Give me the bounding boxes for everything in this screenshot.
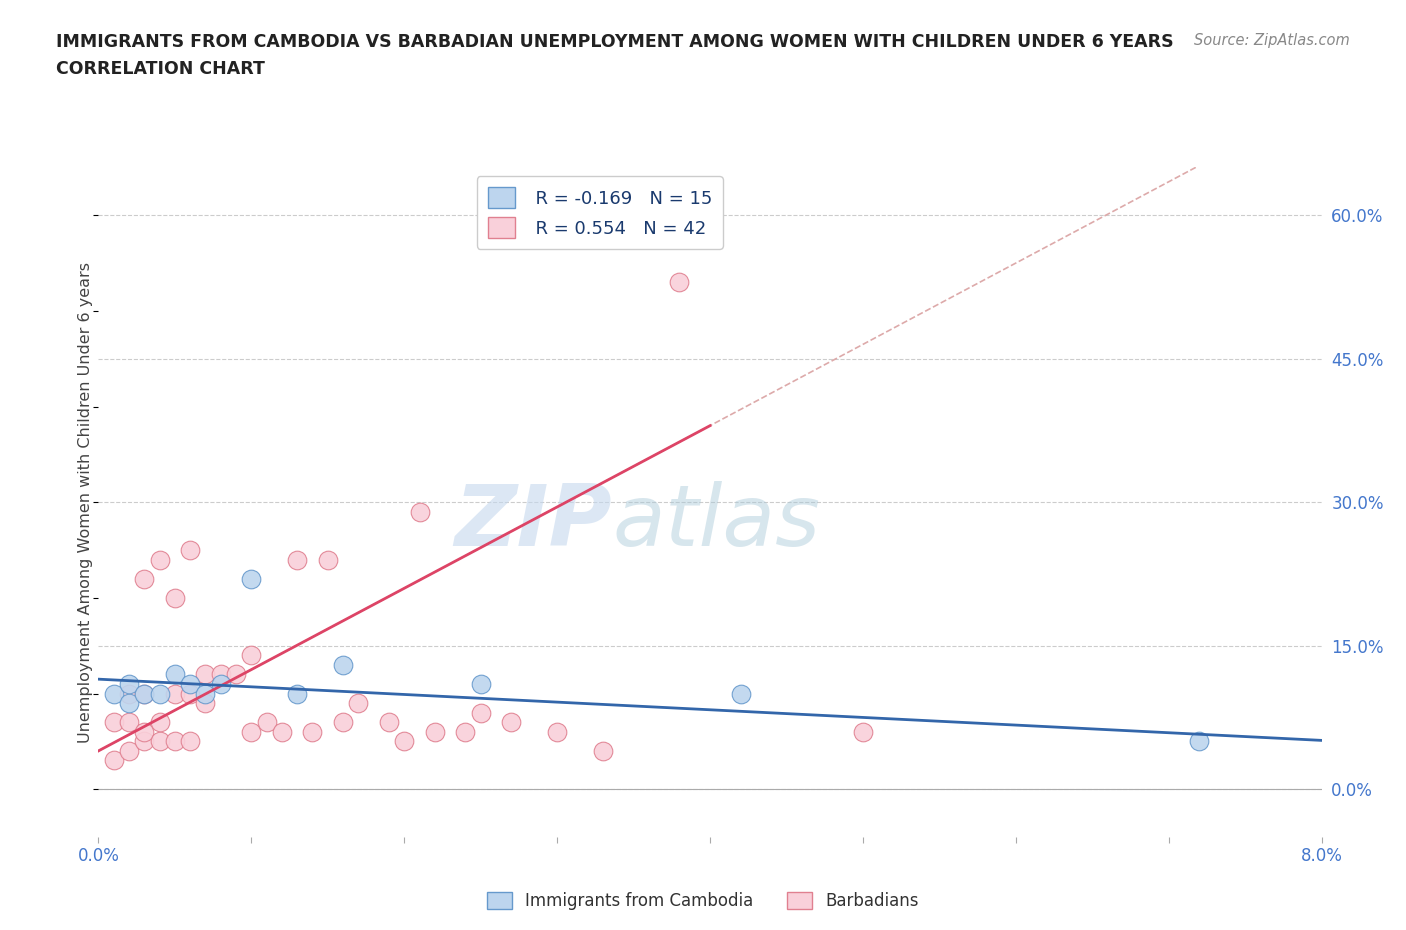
- Point: [316, 552, 339, 567]
- Point: [454, 724, 477, 739]
- Point: [470, 676, 492, 691]
- Point: [392, 734, 416, 749]
- Point: [194, 686, 217, 701]
- Point: [134, 734, 156, 749]
- Point: [134, 686, 156, 701]
- Point: [470, 705, 492, 720]
- Y-axis label: Unemployment Among Women with Children Under 6 years: Unemployment Among Women with Children U…: [77, 261, 93, 743]
- Point: [592, 743, 614, 758]
- Point: [408, 504, 430, 519]
- Point: [194, 667, 217, 682]
- Text: Source: ZipAtlas.com: Source: ZipAtlas.com: [1194, 33, 1350, 47]
- Point: [118, 686, 141, 701]
- Point: [163, 734, 186, 749]
- Legend: Immigrants from Cambodia, Barbadians: Immigrants from Cambodia, Barbadians: [481, 885, 925, 917]
- Text: ZIP: ZIP: [454, 481, 612, 564]
- Point: [118, 743, 141, 758]
- Point: [134, 724, 156, 739]
- Point: [163, 591, 186, 605]
- Point: [240, 571, 263, 586]
- Point: [179, 676, 201, 691]
- Point: [209, 667, 232, 682]
- Point: [225, 667, 247, 682]
- Point: [149, 686, 172, 701]
- Point: [546, 724, 568, 739]
- Point: [852, 724, 875, 739]
- Point: [256, 715, 278, 730]
- Point: [668, 274, 690, 289]
- Point: [240, 724, 263, 739]
- Point: [332, 658, 354, 672]
- Point: [347, 696, 370, 711]
- Text: atlas: atlas: [612, 481, 820, 564]
- Point: [209, 676, 232, 691]
- Point: [240, 648, 263, 663]
- Point: [103, 686, 125, 701]
- Point: [285, 552, 308, 567]
- Point: [163, 667, 186, 682]
- Point: [149, 552, 172, 567]
- Legend:   R = -0.169   N = 15,   R = 0.554   N = 42: R = -0.169 N = 15, R = 0.554 N = 42: [477, 177, 723, 249]
- Point: [501, 715, 523, 730]
- Point: [332, 715, 354, 730]
- Point: [163, 686, 186, 701]
- Point: [423, 724, 446, 739]
- Point: [134, 571, 156, 586]
- Point: [730, 686, 752, 701]
- Point: [194, 696, 217, 711]
- Point: [179, 686, 201, 701]
- Point: [179, 542, 201, 557]
- Point: [378, 715, 401, 730]
- Point: [149, 715, 172, 730]
- Point: [285, 686, 308, 701]
- Text: IMMIGRANTS FROM CAMBODIA VS BARBADIAN UNEMPLOYMENT AMONG WOMEN WITH CHILDREN UND: IMMIGRANTS FROM CAMBODIA VS BARBADIAN UN…: [56, 33, 1174, 50]
- Point: [301, 724, 323, 739]
- Point: [149, 734, 172, 749]
- Point: [134, 686, 156, 701]
- Point: [103, 715, 125, 730]
- Point: [103, 753, 125, 768]
- Point: [118, 696, 141, 711]
- Point: [270, 724, 294, 739]
- Point: [179, 734, 201, 749]
- Point: [118, 676, 141, 691]
- Point: [1188, 734, 1211, 749]
- Point: [118, 715, 141, 730]
- Text: CORRELATION CHART: CORRELATION CHART: [56, 60, 266, 78]
